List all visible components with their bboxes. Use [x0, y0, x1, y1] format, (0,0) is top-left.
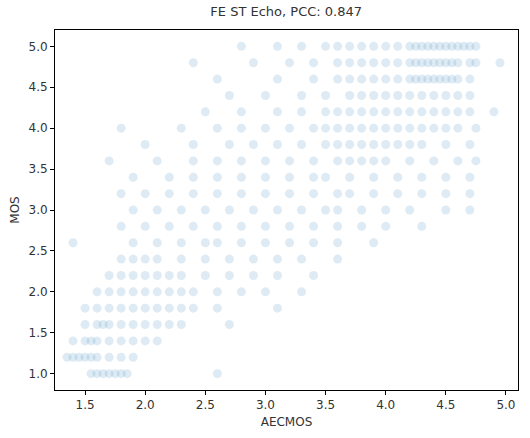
svg-text:5.0: 5.0	[496, 398, 515, 412]
svg-text:3.5: 3.5	[316, 398, 335, 412]
svg-text:3.0: 3.0	[29, 203, 48, 217]
svg-text:4.0: 4.0	[376, 398, 395, 412]
svg-text:AECMOS: AECMOS	[261, 415, 313, 429]
svg-text:3.5: 3.5	[29, 162, 48, 176]
svg-text:1.0: 1.0	[29, 367, 48, 381]
svg-text:4.0: 4.0	[29, 121, 48, 135]
svg-text:4.5: 4.5	[436, 398, 455, 412]
svg-text:1.5: 1.5	[76, 398, 95, 412]
svg-text:2.5: 2.5	[196, 398, 215, 412]
svg-text:2.0: 2.0	[136, 398, 155, 412]
svg-text:MOS: MOS	[8, 196, 22, 223]
svg-text:4.5: 4.5	[29, 80, 48, 94]
svg-text:1.5: 1.5	[29, 326, 48, 340]
svg-text:2.0: 2.0	[29, 285, 48, 299]
svg-text:3.0: 3.0	[256, 398, 275, 412]
svg-text:2.5: 2.5	[29, 244, 48, 258]
svg-text:FE ST Echo, PCC: 0.847: FE ST Echo, PCC: 0.847	[210, 4, 362, 19]
svg-text:5.0: 5.0	[29, 40, 48, 54]
